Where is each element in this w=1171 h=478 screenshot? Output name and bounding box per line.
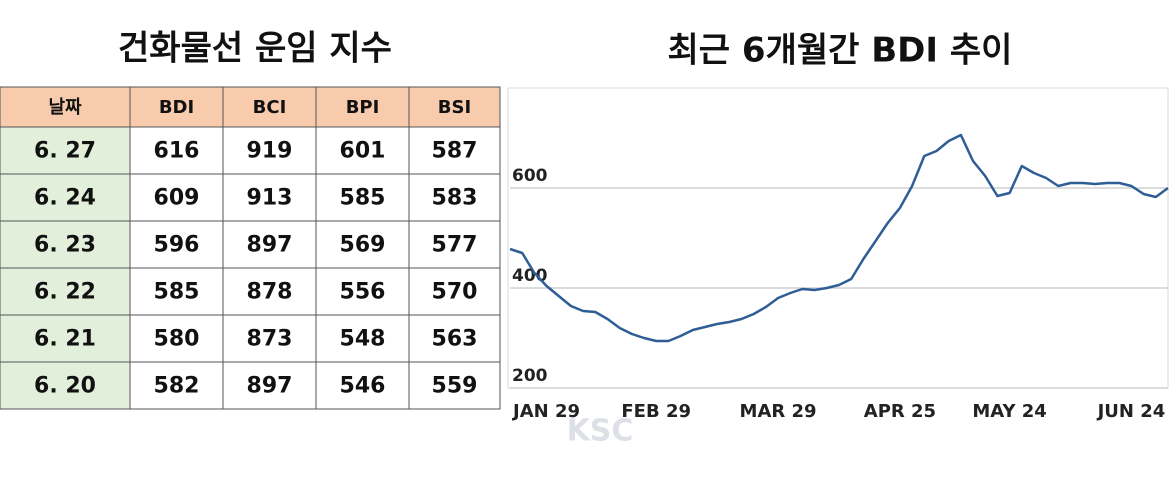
cell — [222, 173, 317, 222]
cell — [0, 267, 131, 316]
cell-text: 582 — [154, 374, 200, 399]
header-cell — [222, 86, 317, 128]
header-cell — [0, 86, 131, 128]
cell-text: 563 — [432, 327, 478, 352]
x-tick-label: APR 25 — [864, 401, 936, 422]
cell — [129, 267, 224, 316]
cell-text: 546 — [340, 374, 386, 399]
header-cell — [315, 86, 410, 128]
cell — [408, 126, 501, 175]
cell-text: 601 — [340, 139, 386, 164]
cell-text: 6. 22 — [34, 280, 96, 305]
cell-text: 897 — [247, 233, 293, 258]
cell — [129, 314, 224, 363]
plot-frame — [507, 87, 1169, 389]
cell-text: 587 — [432, 139, 478, 164]
cell-text: 919 — [247, 139, 293, 164]
cell-text: 585 — [154, 280, 200, 305]
cell — [315, 126, 410, 175]
y-tick-label: 600 — [512, 166, 548, 186]
cell-text: 6. 21 — [34, 327, 96, 352]
cell — [315, 220, 410, 269]
header-text: BDI — [159, 97, 194, 118]
x-tick-label: JUN 24 — [1096, 401, 1166, 422]
cell-text: 585 — [340, 186, 386, 211]
x-tick-label: MAY 24 — [972, 401, 1046, 422]
cell — [408, 173, 501, 222]
line — [509, 133, 1169, 343]
cell — [129, 126, 224, 175]
cell-text: 583 — [432, 186, 478, 211]
cell-text: 569 — [340, 233, 386, 258]
cell — [222, 361, 317, 410]
y-tick-label: 200 — [512, 366, 548, 386]
cell-text: 548 — [340, 327, 386, 352]
cell — [129, 173, 224, 222]
header-text: BPI — [346, 97, 380, 118]
header-cell — [408, 86, 501, 128]
cell — [408, 361, 501, 410]
y-tick-label: 400 — [512, 266, 548, 286]
cell-text: 556 — [340, 280, 386, 305]
cell-text: 559 — [432, 374, 478, 399]
cell-text: 577 — [432, 233, 478, 258]
cell-text: 6. 20 — [34, 374, 96, 399]
cell-text: 609 — [154, 186, 200, 211]
cell — [408, 314, 501, 363]
watermark: KSC — [567, 414, 634, 449]
cell — [222, 314, 317, 363]
cell — [222, 220, 317, 269]
x-tick-label: JAN 29 — [511, 401, 580, 422]
cell-text: 873 — [247, 327, 293, 352]
cell-text: 6. 24 — [34, 186, 96, 211]
cell — [222, 126, 317, 175]
cell-text: 580 — [154, 327, 200, 352]
x-tick-label: MAR 29 — [740, 401, 817, 422]
cell — [0, 126, 131, 175]
cell-text: 913 — [247, 186, 293, 211]
header-text: BSI — [438, 97, 471, 118]
cell — [408, 220, 501, 269]
cell — [222, 267, 317, 316]
header-text: 날짜 — [48, 97, 82, 118]
cell-text: 596 — [154, 233, 200, 258]
cell — [0, 361, 131, 410]
cell — [315, 314, 410, 363]
cell-text: 6. 27 — [34, 139, 96, 164]
cell-text: 6. 23 — [34, 233, 96, 258]
x-tick-label: FEB 29 — [621, 401, 691, 422]
cell — [0, 173, 131, 222]
cell-text: 570 — [432, 280, 478, 305]
header-text: BCI — [253, 97, 287, 118]
table-title: 건화물선 운임 지수 — [118, 29, 392, 69]
cell-text: 616 — [154, 139, 200, 164]
chart-title: 최근 6개월간 BDI 추이 — [668, 31, 1013, 71]
cell-text: 878 — [247, 280, 293, 305]
cell-text: 897 — [247, 374, 293, 399]
cell — [315, 173, 410, 222]
